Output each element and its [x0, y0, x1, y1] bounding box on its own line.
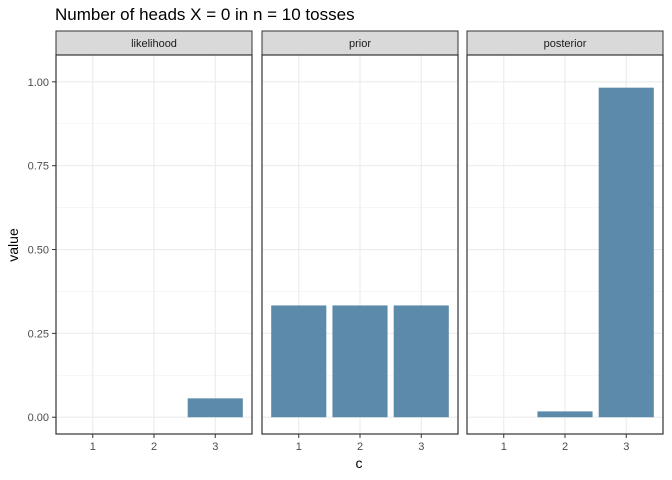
x-tick-label: 2 [562, 441, 568, 453]
y-tick-label: 0.50 [28, 245, 49, 257]
bar-likelihood-3 [187, 398, 243, 418]
bar-prior-1 [271, 305, 327, 418]
facet-posterior: posterior 1 2 3 [466, 30, 664, 453]
facet-strip-label: posterior [544, 38, 587, 50]
facet-strip [466, 30, 664, 56]
x-tick-label: 3 [418, 441, 424, 453]
bar-prior-2 [332, 305, 388, 418]
facet-strip [261, 30, 459, 56]
x-tick-label: 3 [212, 441, 218, 453]
y-tick-label: 1.00 [28, 77, 49, 89]
x-axis-title: c [356, 455, 363, 471]
x-tick-label: 3 [623, 441, 629, 453]
panel-border [261, 54, 459, 435]
facet-strip [55, 30, 253, 56]
x-tick-label: 2 [151, 441, 157, 453]
facet-likelihood: likelihood 1 2 3 [55, 30, 253, 453]
panel-border [466, 54, 664, 435]
bar-prior-3 [393, 305, 449, 418]
chart-title: Number of heads X = 0 in n = 10 tosses [55, 5, 355, 24]
bar-posterior-2 [537, 411, 593, 418]
x-tick-label: 2 [357, 441, 363, 453]
y-tick-label: 0.00 [28, 412, 49, 424]
y-axis-title: value [5, 228, 21, 262]
panel-border [55, 54, 253, 435]
y-tick-label: 0.75 [28, 161, 49, 173]
x-tick-label: 1 [501, 441, 507, 453]
facet-strip-label: likelihood [131, 38, 177, 50]
facet-strip-label: prior [349, 38, 371, 50]
y-axis: 0.00 0.25 0.50 0.75 1.00 [28, 77, 56, 424]
bar-posterior-3 [598, 87, 654, 418]
x-tick-label: 1 [296, 441, 302, 453]
x-tick-label: 1 [90, 441, 96, 453]
facet-prior: prior 1 2 3 [261, 30, 459, 453]
y-tick-label: 0.25 [28, 328, 49, 340]
facet-panels: likelihood 1 2 3 prior 1 2 3 posterior 1 2 3 [55, 30, 664, 453]
